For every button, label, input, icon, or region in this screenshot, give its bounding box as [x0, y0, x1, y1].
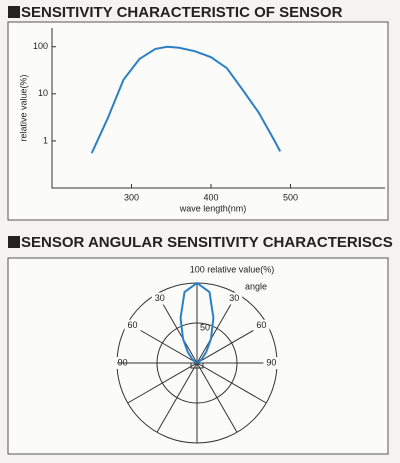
angle-label: angle [245, 281, 267, 291]
angle-label: 90 [266, 357, 276, 367]
y-axis-label: relative value(%) [18, 74, 28, 141]
y-tick-label: 1 [43, 135, 48, 145]
x-axis-label: wave length(nm) [179, 203, 247, 213]
data-line [90, 45, 282, 154]
chart-title: SENSOR ANGULAR SENSITIVITY CHARACTERISCS [21, 234, 393, 251]
chart-title: SENSITIVITY CHARACTERISTIC OF SENSOR [21, 4, 343, 21]
axis-line [51, 28, 385, 189]
angle-label: 60 [128, 320, 138, 330]
angle-label: 60 [256, 320, 266, 330]
angle-label-bg [124, 319, 141, 332]
chart-frame [7, 257, 389, 455]
data-line [179, 282, 215, 364]
r-tick-label: 50 [200, 322, 210, 332]
heading-square [8, 236, 20, 248]
angle-label-bg [226, 292, 243, 305]
x-tick-label: 300 [124, 192, 139, 202]
y-tick-label: 10 [38, 88, 48, 98]
x-tick-label: 400 [203, 192, 218, 202]
chart-frame [7, 21, 389, 221]
heading-square [8, 6, 20, 18]
angle-label: 30 [155, 293, 165, 303]
x-tick-label: 500 [283, 192, 298, 202]
angle-label-bg [253, 319, 270, 332]
angle-label: 90 [118, 357, 128, 367]
angle-label-bg [151, 292, 168, 305]
r-tick-label: 100 relative value(%) [190, 264, 275, 274]
angle-label: 30 [229, 293, 239, 303]
angle-label-bg [263, 357, 280, 369]
y-tick-label: 100 [33, 41, 48, 51]
